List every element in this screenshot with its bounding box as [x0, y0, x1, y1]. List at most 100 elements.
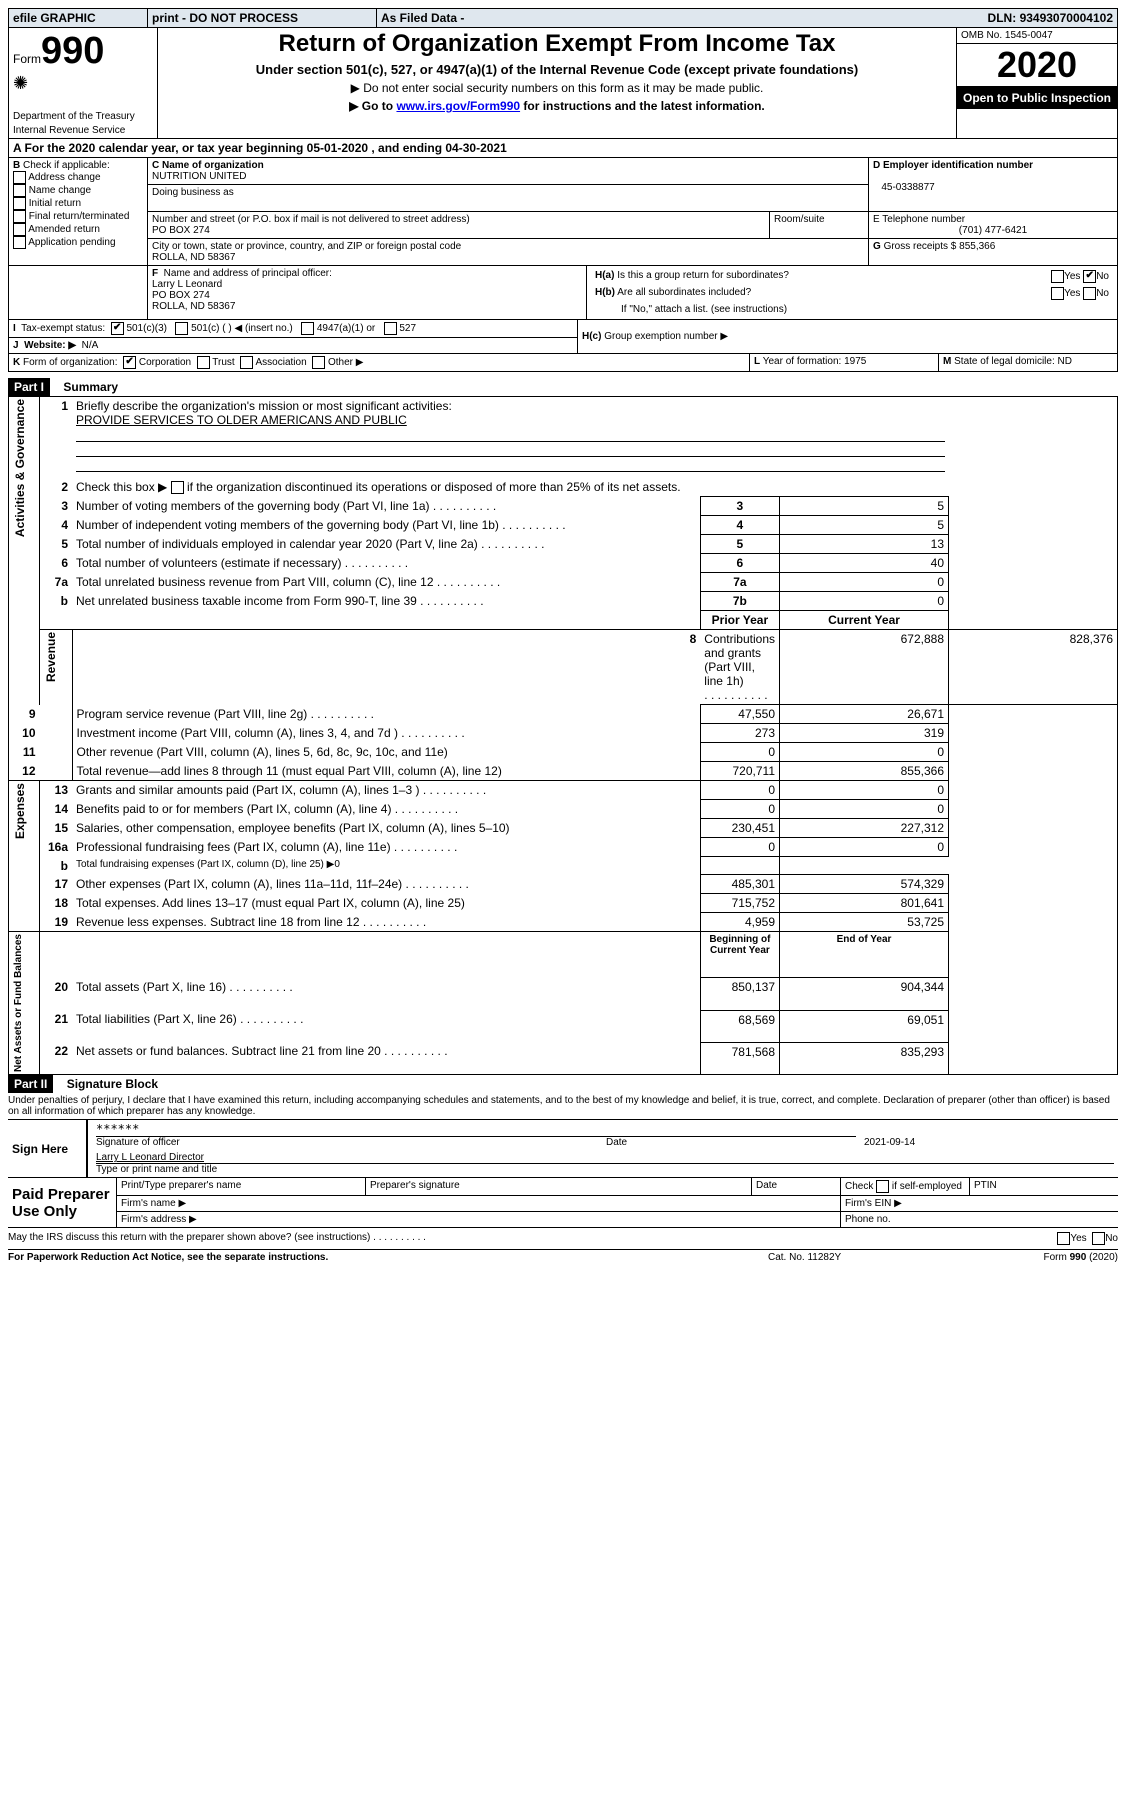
- cb-self-employed[interactable]: [876, 1180, 889, 1193]
- domicile-label: State of legal domicile:: [954, 356, 1055, 367]
- l2-text: Check this box ▶: [76, 480, 167, 494]
- cb-l2[interactable]: [171, 481, 184, 494]
- cb-trust[interactable]: [197, 356, 210, 369]
- officer-line1: Larry L Leonard: [152, 279, 222, 290]
- date-label: Date: [606, 1137, 856, 1148]
- gross-receipts-label: Gross receipts $: [884, 241, 957, 252]
- phone-value: (701) 477-6421: [873, 225, 1113, 236]
- cb-501c[interactable]: [175, 322, 188, 335]
- cb-assoc[interactable]: [240, 356, 253, 369]
- cb-4947[interactable]: [301, 322, 314, 335]
- box-k-label: K: [13, 357, 20, 368]
- asfiled-label: As Filed Data -: [381, 11, 464, 25]
- part2-head: Part II: [8, 1075, 53, 1093]
- net-col2: End of Year: [780, 932, 949, 978]
- cb-hb-no[interactable]: [1083, 287, 1096, 300]
- cb-discuss-no[interactable]: [1092, 1232, 1105, 1245]
- side-exp: Expenses: [13, 783, 27, 839]
- omb-number: OMB No. 1545-0047: [957, 28, 1117, 44]
- box-b-label: B: [13, 160, 20, 171]
- discuss-text: May the IRS discuss this return with the…: [8, 1232, 370, 1243]
- side-rev: Revenue: [44, 632, 58, 682]
- phone-label: E Telephone number: [873, 214, 965, 225]
- form-org-label: Form of organization:: [23, 357, 118, 368]
- ha-text: Is this a group return for subordinates?: [617, 270, 789, 281]
- cb-final-return[interactable]: [13, 210, 26, 223]
- sign-here: Sign Here: [8, 1120, 87, 1177]
- print-note: print - DO NOT PROCESS: [152, 11, 298, 25]
- sign-block: Sign Here ****** Signature of officer Da…: [8, 1120, 1118, 1177]
- col-current: Current Year: [780, 611, 949, 630]
- city-label: City or town, state or province, country…: [152, 241, 461, 252]
- street-value: PO BOX 274: [152, 225, 210, 236]
- prep-name-label: Print/Type preparer's name: [117, 1178, 366, 1196]
- dln-label: DLN:: [988, 11, 1017, 25]
- room-label: Room/suite: [774, 214, 825, 225]
- box-l-label: L: [754, 356, 760, 367]
- officer-line3: ROLLA, ND 58367: [152, 301, 235, 312]
- tax-status-label: Tax-exempt status:: [21, 323, 105, 334]
- irs-link[interactable]: www.irs.gov/Form990: [396, 99, 520, 113]
- ein-value: 45-0338877: [881, 182, 934, 193]
- cb-ha-yes[interactable]: [1051, 270, 1064, 283]
- topbar: efile GRAPHIC print - DO NOT PROCESS As …: [8, 8, 1118, 28]
- part2-title: Signature Block: [57, 1077, 158, 1091]
- paperwork-note: For Paperwork Reduction Act Notice, see …: [8, 1252, 768, 1263]
- part1-table: Activities & Governance 1 Briefly descri…: [8, 396, 1118, 1075]
- box-j-label: J: [13, 340, 19, 351]
- part1-head: Part I: [8, 378, 50, 396]
- hb-text: Are all subordinates included?: [617, 287, 751, 298]
- preparer-block: Paid Preparer Use Only Print/Type prepar…: [8, 1177, 1118, 1228]
- part1-title: Summary: [53, 380, 118, 394]
- name-label: C Name of organization: [152, 160, 264, 171]
- cb-corp[interactable]: [123, 356, 136, 369]
- note2-prefix: ▶ Go to: [349, 99, 396, 113]
- tax-status-block: I Tax-exempt status: 501(c)(3) 501(c) ( …: [8, 320, 1118, 354]
- box-i-label: I: [13, 323, 16, 334]
- phone-no-label: Phone no.: [841, 1212, 1119, 1228]
- col-prior: Prior Year: [700, 611, 779, 630]
- check-if-label: Check if applicable:: [23, 160, 110, 171]
- note2-suffix: for instructions and the latest informat…: [520, 99, 765, 113]
- box-f-text: Name and address of principal officer:: [164, 268, 332, 279]
- cb-ha-no[interactable]: [1083, 270, 1096, 283]
- yof-value: 1975: [844, 356, 866, 367]
- firm-ein-label: Firm's EIN ▶: [841, 1196, 1119, 1212]
- cb-other[interactable]: [312, 356, 325, 369]
- form-footer: 990: [1070, 1252, 1087, 1263]
- cb-app-pending[interactable]: [13, 236, 26, 249]
- officer-group-block: F Name and address of principal officer:…: [8, 266, 1118, 320]
- efile-prefix: efile GRAPHIC: [13, 11, 96, 25]
- form-note1: ▶ Do not enter social security numbers o…: [162, 81, 952, 95]
- sig-officer-label: Signature of officer: [96, 1137, 606, 1148]
- cb-527[interactable]: [384, 322, 397, 335]
- form-org-block: K Form of organization: Corporation Trus…: [8, 354, 1118, 372]
- cb-hb-yes[interactable]: [1051, 287, 1064, 300]
- box-m-label: M: [943, 356, 951, 367]
- prep-date-label: Date: [752, 1178, 841, 1196]
- cb-amended[interactable]: [13, 223, 26, 236]
- website-label: Website: ▶: [24, 340, 76, 351]
- hb-note: If "No," attach a list. (see instruction…: [591, 302, 1113, 317]
- ptin-label: PTIN: [970, 1178, 1119, 1196]
- dba-label: Doing business as: [152, 187, 234, 198]
- cb-address-change[interactable]: [13, 171, 26, 184]
- form-title: Return of Organization Exempt From Incom…: [162, 30, 952, 58]
- l1-text: Briefly describe the organization's miss…: [76, 399, 452, 413]
- city-value: ROLLA, ND 58367: [152, 252, 235, 263]
- irs-label: Internal Revenue Service: [13, 125, 125, 136]
- cb-discuss-yes[interactable]: [1057, 1232, 1070, 1245]
- form-word: Form: [13, 52, 41, 66]
- ha-label: H(a): [595, 270, 614, 281]
- street-label: Number and street (or P.O. box if mail i…: [152, 214, 470, 225]
- domicile-value: ND: [1058, 356, 1072, 367]
- cb-name-change[interactable]: [13, 184, 26, 197]
- prep-sig-label: Preparer's signature: [366, 1178, 752, 1196]
- hc-text: Group exemption number ▶: [604, 331, 728, 342]
- yof-label: Year of formation:: [763, 356, 842, 367]
- cb-501c3[interactable]: [111, 322, 124, 335]
- row-ag-7a: 7a Total unrelated business revenue from…: [9, 573, 1118, 592]
- officer-name-title: Larry L Leonard Director: [96, 1152, 1114, 1163]
- cb-initial-return[interactable]: [13, 197, 26, 210]
- dept-label: Department of the Treasury: [13, 111, 135, 122]
